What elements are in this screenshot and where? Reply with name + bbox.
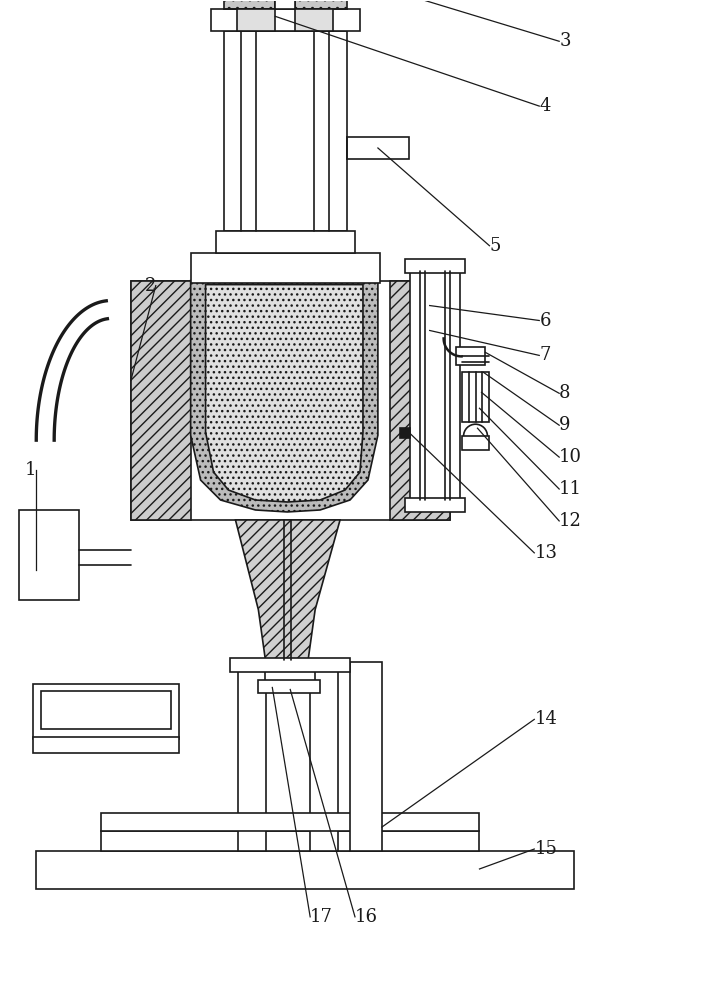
Bar [231, 658, 350, 672]
Bar [400, 428, 410, 438]
Bar [410, 271, 460, 500]
Bar [224, 31, 347, 231]
Bar [310, 660, 338, 851]
Text: 15: 15 [534, 840, 557, 858]
Text: 10: 10 [559, 448, 582, 466]
Bar [347, 137, 408, 159]
Circle shape [463, 424, 487, 448]
Bar [216, 231, 355, 253]
Text: 14: 14 [534, 710, 557, 728]
Polygon shape [205, 285, 363, 502]
Text: 12: 12 [559, 512, 582, 530]
Text: 1: 1 [25, 461, 37, 479]
Text: 3: 3 [559, 32, 571, 50]
Bar [390, 281, 450, 520]
Text: 13: 13 [534, 544, 557, 562]
Bar [265, 660, 315, 681]
Bar [41, 691, 171, 729]
Bar [276, 0, 295, 9]
Bar [295, 9, 333, 31]
Bar [37, 851, 574, 889]
Text: 11: 11 [559, 480, 582, 498]
Bar [19, 510, 79, 600]
Bar [238, 660, 266, 851]
Text: 17: 17 [310, 908, 333, 926]
Bar [131, 281, 450, 520]
Bar [462, 372, 489, 422]
Text: 5: 5 [489, 237, 501, 255]
Bar [101, 813, 479, 831]
Bar [405, 498, 465, 512]
Bar [350, 662, 382, 851]
Bar [405, 259, 465, 273]
Text: 16: 16 [355, 908, 378, 926]
Bar [33, 684, 179, 739]
Text: 7: 7 [539, 346, 550, 364]
Bar [33, 737, 179, 753]
Bar [101, 831, 479, 851]
Bar [295, 0, 347, 9]
Text: 2: 2 [144, 277, 156, 295]
Polygon shape [191, 281, 378, 512]
Bar [224, 0, 276, 9]
Text: 6: 6 [539, 312, 550, 330]
Text: 8: 8 [559, 384, 571, 402]
Bar [259, 680, 320, 693]
Bar [456, 347, 486, 365]
Bar [131, 281, 191, 520]
Polygon shape [236, 520, 340, 660]
Bar [191, 253, 380, 283]
Bar [462, 436, 489, 450]
Text: 9: 9 [559, 416, 571, 434]
Text: 4: 4 [539, 97, 550, 115]
Bar [238, 9, 276, 31]
Bar [211, 9, 360, 31]
